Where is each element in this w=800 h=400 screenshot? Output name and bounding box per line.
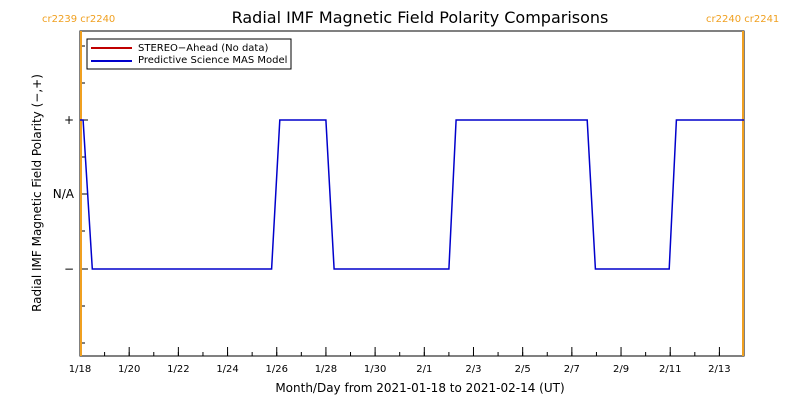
series-layer (80, 119, 744, 270)
x-tick-label: 2/7 (564, 364, 580, 375)
carrington-label-right: cr2240 cr2241 (706, 14, 779, 25)
legend-box (86, 38, 292, 70)
x-tick-label: 1/18 (69, 364, 91, 375)
y-tick-label: − (64, 262, 74, 276)
x-tick-label: 2/13 (708, 364, 730, 375)
x-axis: 1/18 1/20 1/22 1/24 1/26 1/28 1/30 2/1 2/3 2/5 2/7… (69, 347, 745, 375)
x-tick-label: 2/1 (416, 364, 432, 375)
legend: STEREO−Ahead (No data) Predictive Scienc… (86, 38, 292, 70)
x-tick-label: 1/26 (266, 364, 288, 375)
x-tick-label: 1/20 (118, 364, 140, 375)
y-axis: − N/A + (53, 45, 88, 344)
plot-area (79, 30, 745, 357)
y-axis-label: Radial IMF Magnetic Field Polarity (−,+) (30, 74, 44, 312)
x-tick-label: 2/5 (515, 364, 531, 375)
x-tick-label: 1/24 (216, 364, 238, 375)
x-tick-label: 2/11 (659, 364, 681, 375)
y-tick-label: + (64, 113, 74, 127)
x-tick-label: 2/3 (465, 364, 481, 375)
carrington-markers (80, 31, 744, 356)
legend-entry-mas-model: Predictive Science MAS Model (138, 55, 287, 66)
x-tick-label: 1/28 (315, 364, 337, 375)
chart-title: Radial IMF Magnetic Field Polarity Compa… (232, 8, 609, 27)
carrington-label-left: cr2239 cr2240 (42, 14, 115, 25)
y-tick-label: N/A (53, 187, 75, 201)
series-line-mas-model (80, 119, 744, 270)
x-tick-label: 1/22 (167, 364, 189, 375)
x-tick-label: 2/9 (613, 364, 629, 375)
x-tick-label: 1/30 (364, 364, 386, 375)
legend-entry-stereo: STEREO−Ahead (No data) (138, 43, 268, 54)
x-axis-label: Month/Day from 2021-01-18 to 2021-02-14 … (275, 381, 564, 395)
